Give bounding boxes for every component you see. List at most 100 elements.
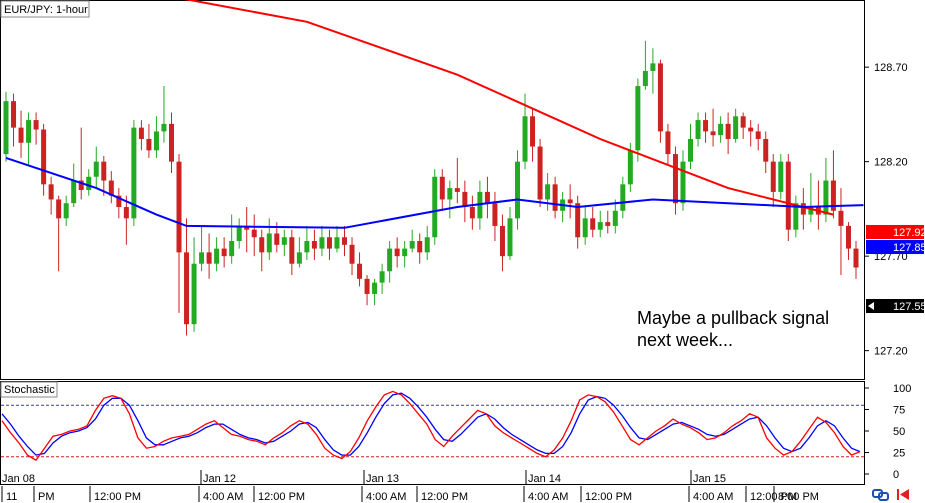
candle-body	[785, 161, 791, 230]
candle-body	[108, 180, 114, 196]
price-tick-label: 128.70	[874, 62, 908, 74]
candle-body	[537, 146, 543, 200]
stochastic-title-box	[0, 381, 58, 398]
candle-body	[695, 120, 701, 139]
candle-body	[116, 195, 122, 208]
candle-body	[199, 252, 205, 264]
price-tag-label: 127.92	[893, 227, 925, 239]
candle-body	[778, 161, 784, 192]
candle-body	[3, 101, 9, 155]
candle-body	[688, 138, 694, 162]
candle-body	[748, 127, 754, 132]
candle-body	[454, 188, 460, 192]
candle-body	[93, 161, 99, 177]
candle-body	[755, 131, 761, 139]
moving-averages	[5, 0, 864, 229]
stochastic-panel	[0, 381, 865, 485]
candle-body	[838, 210, 844, 226]
candle-body	[11, 101, 17, 128]
candle-body	[229, 241, 235, 257]
candle-body	[530, 116, 536, 147]
candle-body	[131, 127, 137, 219]
candle-body	[718, 123, 724, 136]
candle-body	[341, 237, 347, 245]
candle-body	[63, 203, 69, 219]
candle-body	[372, 282, 378, 294]
candle-body	[251, 229, 257, 238]
annotation-line-1: Maybe a pullback signal	[637, 308, 829, 328]
candle-body	[153, 131, 159, 151]
candle-body	[770, 161, 776, 192]
candle-body	[281, 237, 287, 245]
candle-body	[845, 225, 851, 249]
price-tag	[866, 240, 924, 254]
price-tag-marker	[868, 302, 874, 310]
candle-body	[635, 86, 641, 151]
candle-body	[394, 248, 400, 257]
candle-body	[657, 63, 663, 132]
chart-title: EUR/JPY: 1-hour	[4, 4, 88, 16]
candle-body	[703, 120, 709, 132]
candle-body	[244, 225, 250, 230]
date-label: Jan 08	[2, 473, 35, 485]
candle-body	[48, 184, 54, 200]
candle-body	[605, 222, 611, 226]
price-tick-label: 127.70	[874, 251, 908, 263]
candle-body	[176, 161, 182, 253]
candle-body	[56, 199, 62, 219]
time-label: PM	[38, 491, 55, 503]
candle-body	[78, 180, 84, 190]
candle-body	[582, 218, 588, 238]
candle-body	[409, 241, 415, 249]
candle-body	[432, 176, 438, 238]
stoch-tick-label: 100	[893, 383, 911, 395]
candle-body	[357, 263, 363, 279]
candle-body	[492, 203, 498, 226]
candle-body	[650, 63, 656, 71]
candle-body	[515, 161, 521, 219]
time-label: 4:00 AM	[366, 491, 406, 503]
stoch-k-line	[1, 390, 861, 462]
candle-body	[507, 218, 513, 257]
candle-body	[853, 248, 859, 268]
candle-body	[289, 237, 295, 264]
link-icon[interactable]	[872, 489, 889, 501]
date-label: Jan 15	[693, 473, 726, 485]
stoch-tick-label: 75	[893, 405, 905, 417]
candle-body	[462, 191, 468, 208]
candle-body	[447, 188, 453, 200]
candle-body	[469, 207, 475, 219]
price-tag	[866, 225, 924, 239]
candle-body	[274, 233, 280, 245]
candle-body	[552, 184, 558, 211]
candle-body	[733, 116, 739, 139]
candle-body	[620, 184, 626, 211]
candle-body	[311, 241, 317, 249]
candle-body	[191, 263, 197, 325]
time-label: 4:00 AM	[528, 491, 568, 503]
stoch-tick-label: 0	[893, 469, 899, 481]
candle-body	[740, 116, 746, 128]
time-label: 8:00 PM	[778, 491, 819, 503]
candle-body	[41, 129, 47, 185]
time-label: 12:00 PM	[585, 491, 632, 503]
time-label: 11	[6, 491, 17, 503]
candle-body	[33, 120, 39, 130]
candle-body	[304, 241, 310, 253]
time-label: 4:00 AM	[203, 491, 243, 503]
candle-body	[326, 237, 332, 249]
candle-body	[379, 271, 385, 283]
candle-body	[259, 237, 265, 253]
date-label: Jan 13	[366, 473, 399, 485]
candle-body	[123, 207, 129, 219]
price-tag-label: 127.85	[893, 242, 925, 254]
candle-body	[236, 225, 242, 242]
candle-body	[665, 131, 671, 155]
candle-body	[206, 252, 212, 264]
candle-body	[793, 203, 799, 230]
blue-moving-average	[5, 156, 864, 229]
scroll-to-end-icon[interactable]	[897, 489, 909, 500]
stochastic-lines	[1, 390, 864, 462]
candle-body	[499, 225, 505, 257]
